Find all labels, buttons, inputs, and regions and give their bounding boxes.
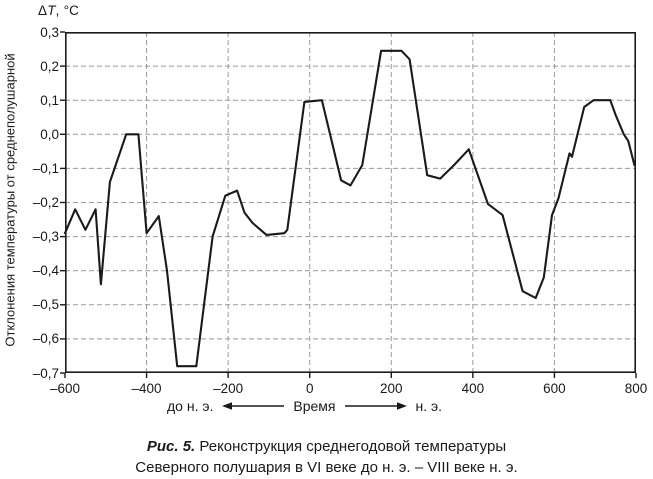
y-tick-label: –0,5: [32, 297, 59, 313]
x-axis-label-center: Время: [293, 398, 336, 414]
y-tick-label: 0,3: [40, 24, 59, 40]
x-axis-label-left: до н. э.: [167, 398, 214, 414]
caption-number: Рис. 5.: [146, 438, 196, 455]
left-arrow-icon: [222, 402, 285, 410]
delta-symbol: Δ: [38, 3, 48, 18]
y-tick-label: 0,2: [40, 58, 59, 74]
x-tick-label: 600: [543, 381, 566, 396]
x-tick-label: –600: [49, 381, 81, 396]
y-tick-label: 0,0: [40, 126, 59, 142]
x-tick-label: 800: [624, 381, 648, 396]
temperature-symbol: T: [47, 3, 56, 18]
y-tick-label: –0,3: [32, 229, 59, 245]
x-tick-label: 0: [305, 381, 314, 396]
temperature-curve: [63, 49, 636, 368]
caption-line-2: Северного полушария в VI веке до н. э. –…: [135, 459, 518, 476]
y-tick-label: –0,7: [32, 365, 59, 381]
right-arrow-icon: [344, 402, 407, 410]
y-tick-label: –0,1: [32, 160, 59, 176]
caption-line-1: Рис. 5. Реконструкция среднегодовой темп…: [10, 436, 643, 457]
figure-caption: Рис. 5. Реконструкция среднегодовой темп…: [10, 436, 643, 478]
y-axis-unit-label: ΔT, °C: [38, 3, 79, 18]
plot-border: [65, 32, 637, 373]
x-axis-label-right: н. э.: [415, 398, 443, 414]
x-tick-label: –400: [131, 381, 162, 396]
x-tick-label: 200: [380, 381, 403, 396]
x-axis-label: до н. э. Время н. э.: [167, 398, 442, 414]
plot-area: [60, 31, 637, 378]
caption-text-1: Реконструкция среднегодовой температуры: [195, 438, 507, 455]
y-tick-label: –0,6: [32, 331, 59, 347]
y-tick-label: 0,1: [40, 92, 59, 108]
line-chart: [60, 31, 637, 378]
x-tick-label: 400: [461, 381, 485, 396]
y-tick-label: –0,2: [32, 195, 59, 210]
x-tick-label: –200: [213, 381, 244, 396]
y-tick-label: –0,4: [32, 263, 59, 279]
unit-suffix: , °C: [55, 3, 80, 18]
